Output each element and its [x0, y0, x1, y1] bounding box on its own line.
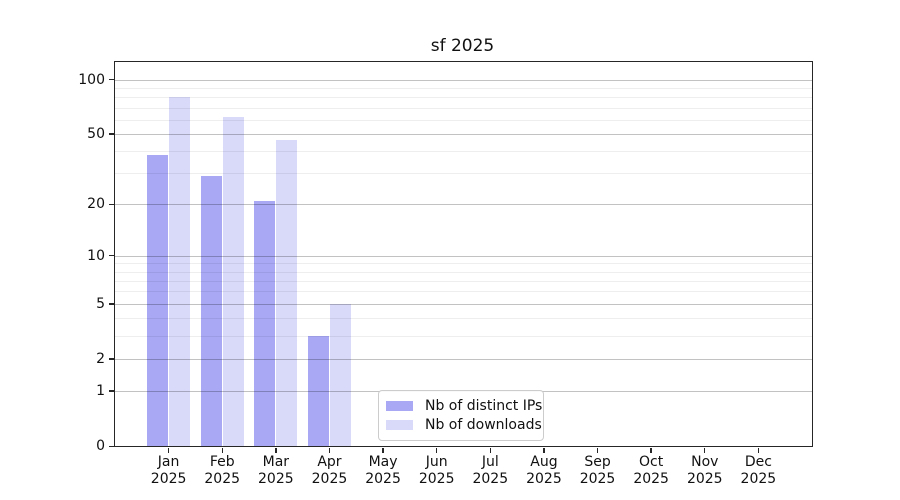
x-tick-month: Apr: [317, 454, 342, 470]
x-tick-label: Jan 2025: [151, 454, 187, 488]
y-tick-label: 10: [87, 247, 105, 264]
grid-line-minor: [115, 119, 812, 121]
x-axis-tick: [328, 447, 331, 453]
y-tick-label: 50: [87, 125, 105, 142]
x-tick-year: 2025: [686, 471, 723, 487]
y-axis-tick: [108, 133, 114, 135]
x-axis-tick: [489, 447, 491, 453]
x-tick-label: Jun 2025: [419, 454, 455, 488]
bar: [169, 97, 191, 446]
x-axis-tick: [650, 447, 652, 453]
y-axis-tick: [108, 79, 114, 81]
x-tick-year: 2025: [740, 471, 777, 487]
x-tick-label: Oct 2025: [633, 454, 669, 488]
grid-line-minor: [115, 173, 812, 175]
y-axis-tick: [108, 303, 114, 305]
x-tick-label: Dec 2025: [741, 454, 777, 488]
x-axis-tick: [221, 447, 223, 453]
x-axis-tick: [704, 447, 706, 453]
grid-line-minor: [115, 151, 812, 153]
bar: [329, 303, 351, 446]
y-axis-tick: [108, 445, 114, 447]
x-tick-month: Nov: [691, 454, 719, 470]
x-axis-tick: [543, 447, 545, 453]
chart-title: sf 2025: [430, 36, 495, 56]
x-tick-label: Aug 2025: [526, 454, 562, 488]
legend-row: Nb of distinct IPs: [386, 397, 542, 415]
grid-line-major: [115, 79, 812, 81]
x-tick-year: 2025: [150, 471, 187, 487]
x-tick-label: Jul 2025: [472, 454, 508, 488]
x-tick-month: Mar: [262, 454, 290, 470]
y-axis-tick: [108, 358, 114, 360]
x-axis-tick: [167, 447, 170, 453]
bar: [200, 175, 222, 446]
y-tick-label: 5: [96, 295, 105, 312]
grid-line-minor: [115, 97, 812, 99]
x-tick-year: 2025: [258, 471, 294, 487]
legend-label: Nb of downloads: [425, 417, 542, 433]
bar: [254, 200, 276, 446]
x-tick-month: Jun: [425, 454, 448, 470]
x-tick-month: Sep: [584, 454, 611, 470]
x-tick-year: 2025: [311, 471, 348, 487]
x-tick-year: 2025: [472, 471, 509, 487]
y-tick-label: 100: [78, 71, 105, 88]
legend: Nb of distinct IPs Nb of downloads: [378, 390, 544, 441]
legend-row: Nb of downloads: [386, 416, 542, 434]
y-tick-label: 1: [96, 382, 105, 399]
x-tick-label: Sep 2025: [580, 454, 616, 488]
x-tick-month: Oct: [639, 454, 664, 470]
x-tick-label: Apr 2025: [312, 454, 348, 488]
x-tick-label: Mar 2025: [258, 454, 294, 488]
x-axis-tick: [596, 447, 599, 453]
grid-line-minor: [115, 107, 812, 109]
x-tick-year: 2025: [526, 471, 562, 487]
x-tick-month: Aug: [530, 454, 558, 470]
x-tick-month: Jul: [481, 454, 499, 470]
x-tick-label: May 2025: [365, 454, 401, 488]
legend-label: Nb of distinct IPs: [425, 398, 543, 414]
y-axis-tick: [108, 203, 114, 206]
bar: [222, 117, 244, 446]
y-axis-tick: [108, 255, 114, 257]
bar: [307, 335, 329, 446]
bar: [147, 155, 169, 446]
legend-swatch: [386, 420, 413, 430]
x-tick-year: 2025: [579, 471, 616, 487]
legend-swatch: [386, 401, 413, 411]
y-axis-tick: [108, 390, 114, 392]
plot-area: Nb of distinct IPs Nb of downloads 0 1 2 5 10…: [78, 61, 813, 487]
x-axis-tick: [757, 447, 760, 453]
x-tick-label: Feb 2025: [204, 454, 240, 488]
x-tick-label: Nov 2025: [687, 454, 723, 488]
x-axis-tick: [382, 447, 384, 453]
x-tick-month: Dec: [744, 454, 772, 470]
y-tick-label: 0: [96, 438, 105, 454]
y-tick-label: 20: [87, 196, 105, 213]
y-tick-label: 2: [96, 350, 105, 367]
x-axis-tick: [275, 447, 277, 453]
bar: [276, 140, 298, 446]
x-tick-year: 2025: [365, 471, 401, 487]
x-tick-year: 2025: [204, 471, 241, 487]
x-tick-year: 2025: [418, 471, 455, 487]
x-tick-month: May: [368, 454, 398, 470]
x-tick-year: 2025: [633, 471, 669, 487]
grid-line-major: [115, 133, 812, 135]
grid-line-minor: [115, 87, 812, 89]
x-tick-month: Jan: [157, 454, 180, 470]
x-tick-month: Feb: [209, 454, 235, 470]
x-axis-tick: [435, 447, 438, 453]
